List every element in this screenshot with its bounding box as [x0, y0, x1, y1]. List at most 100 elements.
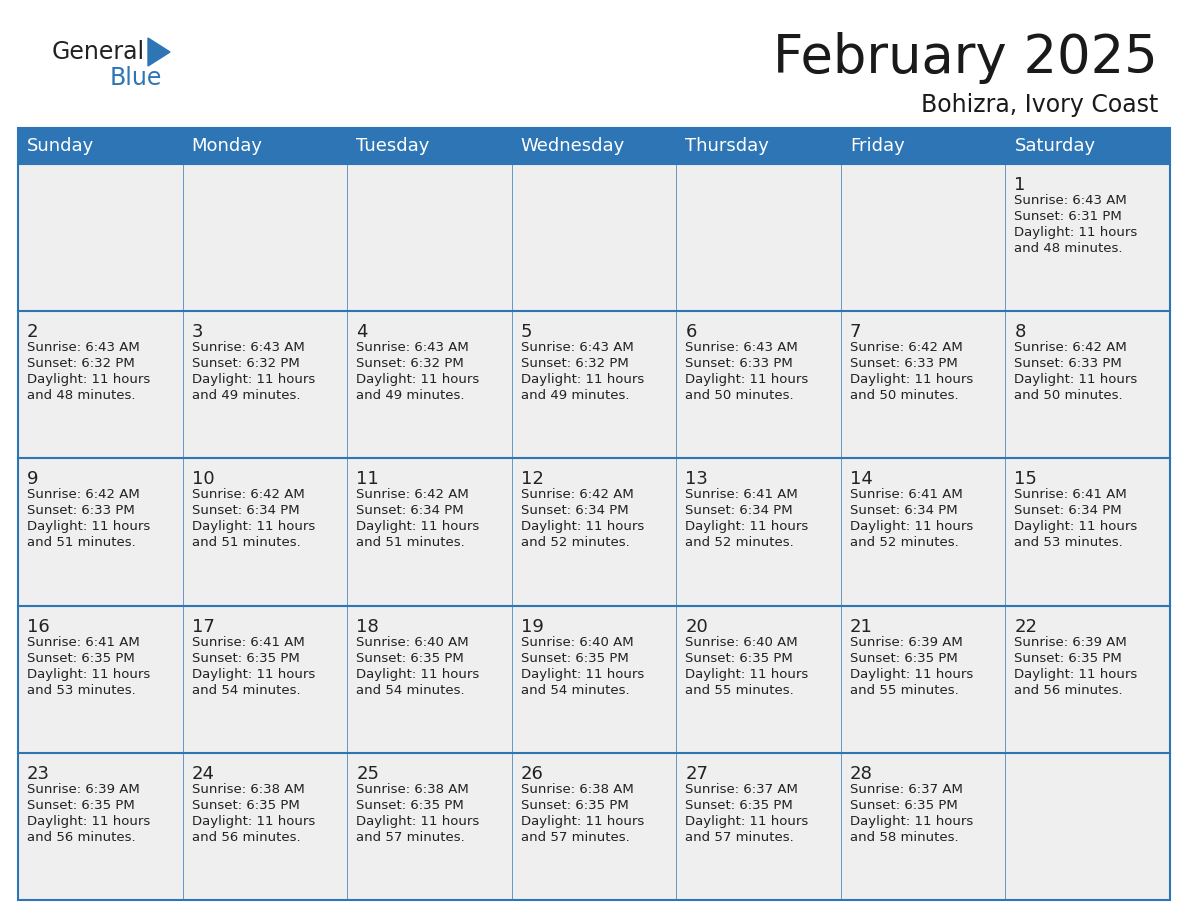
Text: Sunrise: 6:42 AM: Sunrise: 6:42 AM: [356, 488, 469, 501]
Text: 9: 9: [27, 470, 38, 488]
Text: Sunrise: 6:43 AM: Sunrise: 6:43 AM: [191, 341, 304, 354]
Text: and 53 minutes.: and 53 minutes.: [1015, 536, 1123, 549]
Text: Friday: Friday: [849, 137, 904, 155]
Text: Sunset: 6:34 PM: Sunset: 6:34 PM: [849, 504, 958, 518]
Text: Daylight: 11 hours: Daylight: 11 hours: [191, 815, 315, 828]
Bar: [841, 458, 1005, 606]
Text: Sunset: 6:35 PM: Sunset: 6:35 PM: [27, 799, 134, 812]
Text: Daylight: 11 hours: Daylight: 11 hours: [1015, 226, 1138, 239]
Text: Sunrise: 6:40 AM: Sunrise: 6:40 AM: [520, 635, 633, 649]
Bar: [347, 606, 512, 753]
Bar: [183, 164, 347, 311]
Text: and 56 minutes.: and 56 minutes.: [1015, 684, 1123, 697]
Bar: [1005, 164, 1170, 311]
Text: Sunset: 6:32 PM: Sunset: 6:32 PM: [27, 357, 134, 370]
Bar: [676, 311, 841, 458]
Bar: [18, 753, 183, 900]
Polygon shape: [148, 38, 170, 66]
Text: Daylight: 11 hours: Daylight: 11 hours: [685, 667, 809, 680]
Text: 23: 23: [27, 765, 50, 783]
Text: Daylight: 11 hours: Daylight: 11 hours: [520, 667, 644, 680]
Text: Sunrise: 6:43 AM: Sunrise: 6:43 AM: [27, 341, 140, 354]
Bar: [347, 311, 512, 458]
Text: Sunset: 6:35 PM: Sunset: 6:35 PM: [849, 652, 958, 665]
Text: Daylight: 11 hours: Daylight: 11 hours: [1015, 667, 1138, 680]
Text: Daylight: 11 hours: Daylight: 11 hours: [685, 815, 809, 828]
Text: 27: 27: [685, 765, 708, 783]
Text: Sunrise: 6:38 AM: Sunrise: 6:38 AM: [520, 783, 633, 796]
Text: Daylight: 11 hours: Daylight: 11 hours: [1015, 374, 1138, 386]
Text: Daylight: 11 hours: Daylight: 11 hours: [849, 815, 973, 828]
Text: Sunrise: 6:41 AM: Sunrise: 6:41 AM: [685, 488, 798, 501]
Text: 5: 5: [520, 323, 532, 341]
Text: Sunset: 6:35 PM: Sunset: 6:35 PM: [191, 799, 299, 812]
Text: Sunrise: 6:40 AM: Sunrise: 6:40 AM: [685, 635, 798, 649]
Bar: [18, 128, 1170, 900]
Bar: [841, 606, 1005, 753]
Text: Sunset: 6:32 PM: Sunset: 6:32 PM: [356, 357, 463, 370]
Text: and 52 minutes.: and 52 minutes.: [849, 536, 959, 549]
Text: 21: 21: [849, 618, 873, 635]
Text: Daylight: 11 hours: Daylight: 11 hours: [27, 667, 150, 680]
Text: Sunset: 6:33 PM: Sunset: 6:33 PM: [1015, 357, 1123, 370]
Text: Daylight: 11 hours: Daylight: 11 hours: [849, 521, 973, 533]
Text: Sunset: 6:31 PM: Sunset: 6:31 PM: [1015, 210, 1123, 223]
Text: Daylight: 11 hours: Daylight: 11 hours: [685, 521, 809, 533]
Bar: [512, 606, 676, 753]
Text: Sunrise: 6:43 AM: Sunrise: 6:43 AM: [520, 341, 633, 354]
Text: Sunset: 6:35 PM: Sunset: 6:35 PM: [520, 652, 628, 665]
Text: Daylight: 11 hours: Daylight: 11 hours: [356, 815, 480, 828]
Text: 25: 25: [356, 765, 379, 783]
Bar: [183, 606, 347, 753]
Bar: [1005, 753, 1170, 900]
Text: Blue: Blue: [110, 66, 163, 90]
Text: Daylight: 11 hours: Daylight: 11 hours: [356, 667, 480, 680]
Text: 17: 17: [191, 618, 215, 635]
Text: Sunset: 6:33 PM: Sunset: 6:33 PM: [849, 357, 958, 370]
Text: and 50 minutes.: and 50 minutes.: [685, 389, 794, 402]
Text: General: General: [52, 40, 145, 64]
Text: Daylight: 11 hours: Daylight: 11 hours: [356, 521, 480, 533]
Bar: [676, 458, 841, 606]
Text: 1: 1: [1015, 176, 1025, 194]
Text: Daylight: 11 hours: Daylight: 11 hours: [849, 374, 973, 386]
Text: Sunset: 6:35 PM: Sunset: 6:35 PM: [356, 799, 463, 812]
Text: Sunset: 6:34 PM: Sunset: 6:34 PM: [520, 504, 628, 518]
Text: 11: 11: [356, 470, 379, 488]
Text: Daylight: 11 hours: Daylight: 11 hours: [27, 374, 150, 386]
Text: Thursday: Thursday: [685, 137, 769, 155]
Text: Daylight: 11 hours: Daylight: 11 hours: [191, 521, 315, 533]
Text: Sunset: 6:33 PM: Sunset: 6:33 PM: [685, 357, 794, 370]
Text: Sunrise: 6:40 AM: Sunrise: 6:40 AM: [356, 635, 469, 649]
Text: and 50 minutes.: and 50 minutes.: [1015, 389, 1123, 402]
Text: Sunrise: 6:38 AM: Sunrise: 6:38 AM: [191, 783, 304, 796]
Text: 6: 6: [685, 323, 696, 341]
Text: Sunrise: 6:42 AM: Sunrise: 6:42 AM: [520, 488, 633, 501]
Text: Sunrise: 6:43 AM: Sunrise: 6:43 AM: [356, 341, 469, 354]
Text: and 58 minutes.: and 58 minutes.: [849, 831, 959, 844]
Text: Sunrise: 6:42 AM: Sunrise: 6:42 AM: [191, 488, 304, 501]
Text: and 54 minutes.: and 54 minutes.: [191, 684, 301, 697]
Text: and 57 minutes.: and 57 minutes.: [356, 831, 465, 844]
Text: and 54 minutes.: and 54 minutes.: [356, 684, 465, 697]
Text: and 49 minutes.: and 49 minutes.: [520, 389, 630, 402]
Text: Sunrise: 6:39 AM: Sunrise: 6:39 AM: [27, 783, 140, 796]
Text: and 56 minutes.: and 56 minutes.: [191, 831, 301, 844]
Text: and 51 minutes.: and 51 minutes.: [356, 536, 465, 549]
Text: 15: 15: [1015, 470, 1037, 488]
Bar: [841, 164, 1005, 311]
Text: and 48 minutes.: and 48 minutes.: [1015, 242, 1123, 255]
Text: Daylight: 11 hours: Daylight: 11 hours: [191, 374, 315, 386]
Text: Daylight: 11 hours: Daylight: 11 hours: [191, 667, 315, 680]
Text: Sunset: 6:32 PM: Sunset: 6:32 PM: [520, 357, 628, 370]
Text: Sunrise: 6:43 AM: Sunrise: 6:43 AM: [685, 341, 798, 354]
Bar: [347, 164, 512, 311]
Text: and 57 minutes.: and 57 minutes.: [520, 831, 630, 844]
Text: Sunrise: 6:41 AM: Sunrise: 6:41 AM: [27, 635, 140, 649]
Text: Monday: Monday: [191, 137, 263, 155]
Text: Daylight: 11 hours: Daylight: 11 hours: [520, 521, 644, 533]
Text: Sunrise: 6:42 AM: Sunrise: 6:42 AM: [849, 341, 962, 354]
Bar: [18, 311, 183, 458]
Bar: [18, 606, 183, 753]
Bar: [18, 458, 183, 606]
